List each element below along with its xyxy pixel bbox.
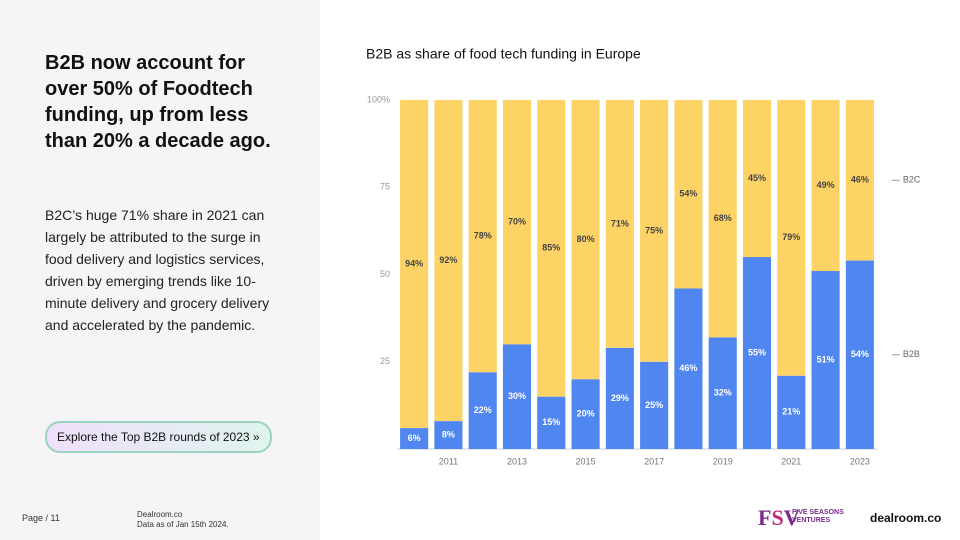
bar-segment [640,361,669,449]
y-tick-label: 75 [380,182,390,192]
bar-segment [845,260,874,449]
x-tick-label: 2017 [644,456,664,466]
bar-segment [605,100,634,348]
bar-segment [640,100,669,362]
bar-segment [674,100,703,289]
bar-segment [571,379,600,449]
value-label: 75% [645,225,663,235]
value-label: 71% [611,218,629,228]
bar-segment [434,100,463,422]
bar-segment [777,375,806,449]
bar-segment [537,396,566,449]
bar-segment [502,344,532,449]
bar-segment [468,372,497,449]
y-tick-label: 50 [380,269,390,279]
value-label: 46% [679,363,697,373]
value-label: 79% [782,232,800,242]
value-label: 20% [577,408,595,418]
value-label: 70% [508,217,526,227]
value-label: 8% [442,429,455,439]
source: Dealroom.co [137,510,183,519]
body-text: B2C’s huge 71% share in 2021 can largely… [45,207,270,333]
y-tick-label: 25 [380,356,390,366]
bar-segment [845,100,874,261]
bar-segment [434,421,463,449]
x-tick-label: 2015 [576,456,596,466]
series-label: B2B [903,349,920,359]
y-tick-label: 100% [367,94,390,104]
x-tick-label: 2011 [439,456,458,466]
x-tick-label: 2021 [781,456,801,466]
value-label: 29% [611,393,629,403]
series-label: B2C [903,175,921,185]
bar-segment [468,100,497,373]
value-label: 45% [748,173,766,183]
dealroom-logo: dealroom.co [870,511,942,525]
value-label: 55% [748,347,766,357]
explore-button[interactable]: Explore the Top B2B rounds of 2023 » [45,421,272,453]
value-label: 68% [714,213,732,223]
value-label: 32% [714,388,732,398]
bar-segment [777,100,806,376]
value-label: 6% [408,433,421,443]
fsv-logo: FIVE SEASONS VENTURES [792,509,844,524]
value-label: 54% [679,189,697,199]
bar-segment [502,100,532,345]
bar-segment [811,271,840,449]
bar-segment [742,100,772,258]
bar-segment [537,100,566,397]
bar-segment [708,337,737,449]
chart-title: B2B as share of food tech funding in Eur… [366,46,641,62]
value-label: 54% [851,349,869,359]
x-tick-label: 2023 [850,456,870,466]
chart: B2B as share of food tech funding in Eur… [366,46,921,467]
value-label: 30% [508,391,526,401]
page-number: Page / 11 [22,513,60,523]
bar-segment [811,100,840,272]
value-label: 15% [542,417,560,427]
value-label: 25% [645,400,663,410]
value-label: 92% [439,255,457,265]
note: Data as of Jan 15th 2024. [137,520,229,529]
value-label: 94% [405,258,423,268]
bar-segment [605,347,634,449]
bar-segment [400,100,429,429]
fsv-mark: FSV [758,505,800,530]
value-label: 85% [542,243,560,253]
bar-segment [571,100,600,380]
value-label: 51% [817,354,835,364]
value-label: 80% [577,234,595,244]
bar-segment [400,428,429,449]
x-tick-label: 2013 [507,456,527,466]
value-label: 21% [782,407,800,417]
side-panel: B2B now account for over 50% of Foodtech… [0,0,320,540]
bar-segment [708,100,737,338]
value-label: 49% [817,180,835,190]
value-label: 78% [474,230,492,240]
bar-segment [742,257,772,449]
headline: B2B now account for over 50% of Foodtech… [45,52,271,152]
x-tick-label: 2019 [713,456,733,466]
value-label: 22% [474,405,492,415]
bar-segment [674,288,703,449]
value-label: 46% [851,175,869,185]
